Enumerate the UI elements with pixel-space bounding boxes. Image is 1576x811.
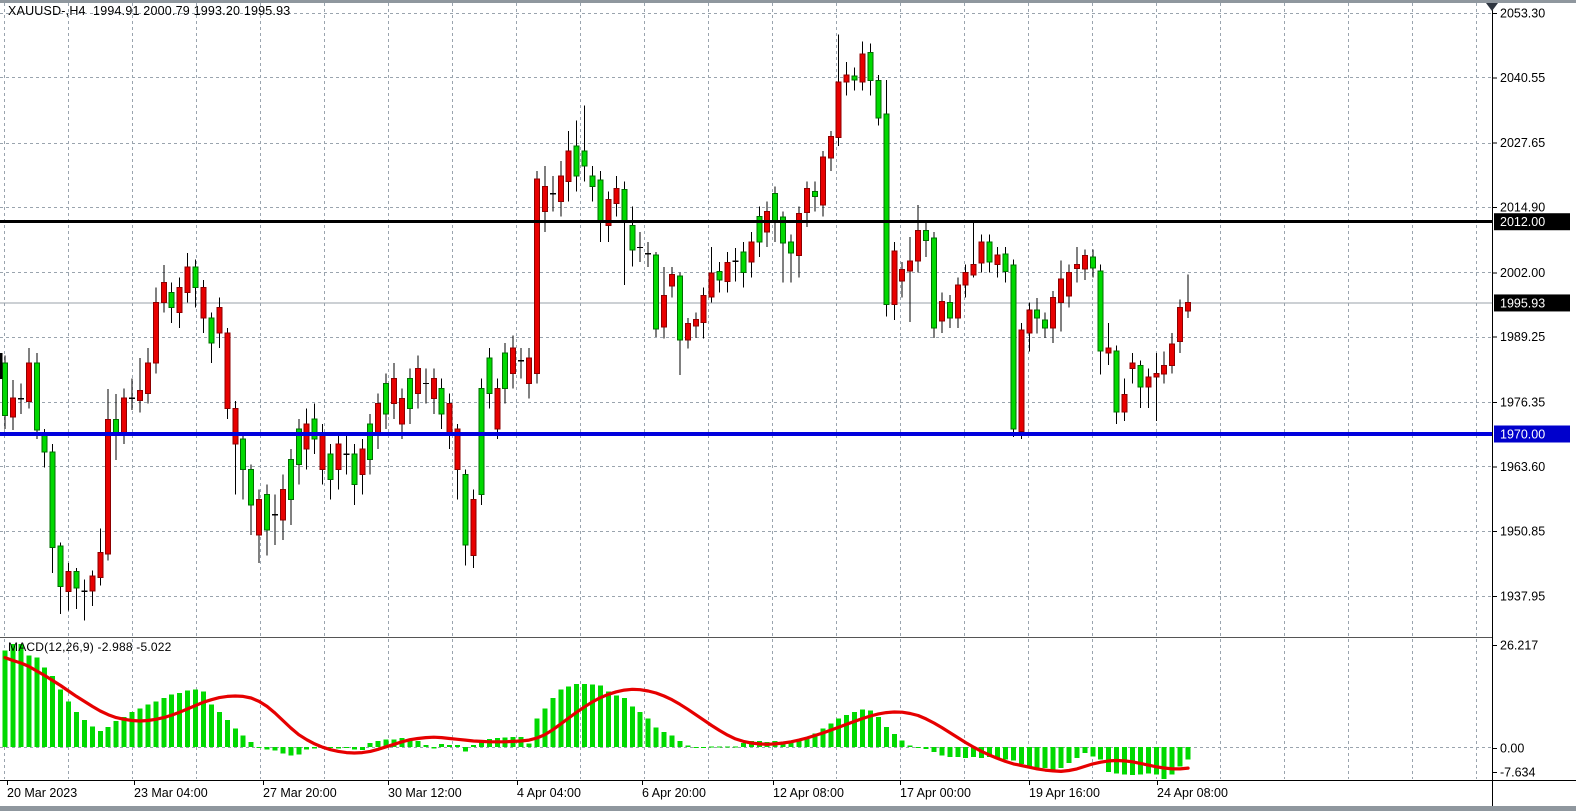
- svg-text:2002.00: 2002.00: [1500, 266, 1545, 280]
- svg-text:2053.30: 2053.30: [1500, 7, 1545, 21]
- svg-text:23 Mar 04:00: 23 Mar 04:00: [134, 786, 208, 800]
- svg-text:1950.85: 1950.85: [1500, 524, 1545, 538]
- svg-text:2012.00: 2012.00: [1500, 215, 1545, 229]
- svg-text:6 Apr 20:00: 6 Apr 20:00: [642, 786, 706, 800]
- svg-text:1970.00: 1970.00: [1500, 427, 1545, 441]
- chart-shift-marker-icon: [1486, 3, 1498, 11]
- svg-text:24 Apr 08:00: 24 Apr 08:00: [1157, 786, 1228, 800]
- horizontal-level-lines[interactable]: [0, 220, 1492, 436]
- svg-text:1976.35: 1976.35: [1500, 395, 1545, 409]
- time-axis-labels[interactable]: 20 Mar 2023 23 Mar 04:00 27 Mar 20:00 30 Ma…: [7, 780, 1228, 800]
- svg-text:30 Mar 12:00: 30 Mar 12:00: [388, 786, 462, 800]
- svg-text:2040.55: 2040.55: [1500, 71, 1545, 85]
- macd-indicator-label: MACD(12,26,9) -2.988 -5.022: [8, 640, 172, 654]
- svg-text:17 Apr 00:00: 17 Apr 00:00: [900, 786, 971, 800]
- symbol-ohlc-label: XAUUSD-,H4 1994.91 2000.79 1993.20 1995.…: [8, 4, 291, 18]
- macd-axis-labels: 26.217 0.00 -7.634: [1492, 639, 1538, 780]
- price-axis-badges: 2012.00 1995.93 1970.00: [1494, 213, 1570, 443]
- svg-text:0.00: 0.00: [1500, 742, 1524, 756]
- svg-text:27 Mar 20:00: 27 Mar 20:00: [263, 786, 337, 800]
- svg-text:20 Mar 2023: 20 Mar 2023: [7, 786, 77, 800]
- price-axis-labels[interactable]: 2053.30 2040.55 2027.65 2014.90 2002.00 1989.…: [1492, 7, 1545, 604]
- svg-text:12 Apr 08:00: 12 Apr 08:00: [773, 786, 844, 800]
- svg-text:4 Apr 04:00: 4 Apr 04:00: [517, 786, 581, 800]
- svg-text:26.217: 26.217: [1500, 639, 1538, 653]
- svg-text:2014.90: 2014.90: [1500, 201, 1545, 215]
- svg-text:-7.634: -7.634: [1500, 766, 1535, 780]
- svg-text:1963.60: 1963.60: [1500, 460, 1545, 474]
- grid-lines: [0, 3, 1492, 779]
- macd-indicator-pane[interactable]: [2, 643, 1191, 779]
- svg-text:19 Apr 16:00: 19 Apr 16:00: [1029, 786, 1100, 800]
- svg-text:1995.93: 1995.93: [1500, 296, 1545, 310]
- svg-text:1989.25: 1989.25: [1500, 330, 1545, 344]
- svg-text:2027.65: 2027.65: [1500, 136, 1545, 150]
- svg-text:1937.95: 1937.95: [1500, 589, 1545, 603]
- candlestick-series[interactable]: [2, 34, 1192, 621]
